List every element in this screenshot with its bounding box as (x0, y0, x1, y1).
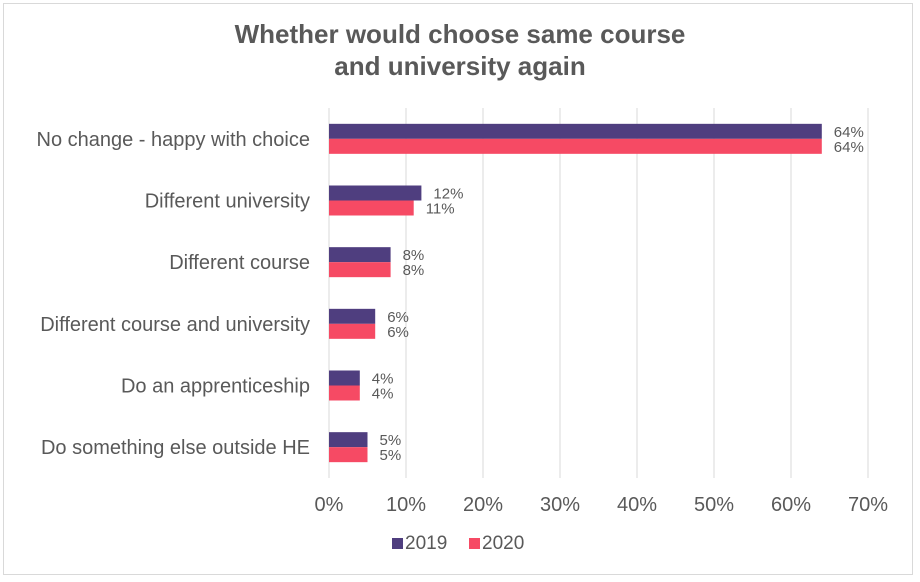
bar-2020-5 (329, 447, 368, 463)
legend: 2019 2020 (392, 533, 524, 554)
bar-2020-1 (329, 200, 414, 216)
x-tick-label-1: 10% (386, 494, 426, 516)
bar-2019-2 (329, 247, 391, 263)
bar-2020-0 (329, 138, 822, 154)
x-tick-label-2: 20% (463, 494, 503, 516)
legend-swatch-2020 (469, 538, 480, 549)
x-tick-label-5: 50% (694, 494, 734, 516)
category-labels: No change - happy with choice Different u… (37, 129, 311, 459)
data-label-2019-0: 64% (834, 124, 864, 141)
data-labels: 64%64% 12%11% 8%8% 6%6% 4%4% 5%5% (372, 124, 864, 464)
data-label-2020-5: 5% (380, 447, 402, 464)
category-label-0: No change - happy with choice (37, 129, 311, 151)
bar-2020-2 (329, 262, 391, 278)
legend-label-2020: 2020 (482, 533, 524, 554)
data-label-2019-4: 4% (372, 371, 394, 388)
data-label-2019-3: 6% (387, 309, 409, 326)
data-label-2020-4: 4% (372, 386, 394, 403)
data-label-2020-2: 8% (403, 262, 425, 279)
category-label-5: Do something else outside HE (41, 437, 310, 459)
category-label-2: Different course (169, 252, 310, 274)
bar-2019-5 (329, 432, 368, 448)
category-label-3: Different course and university (40, 314, 310, 336)
legend-swatch-2019 (392, 538, 403, 549)
data-label-2019-2: 8% (403, 247, 425, 264)
bars (329, 123, 822, 463)
x-tick-labels: 0% 10% 20% 30% 40% 50% 60% 70% (315, 494, 889, 516)
gridlines (328, 108, 869, 478)
x-tick-label-0: 0% (315, 494, 344, 516)
chart-title: Whether would choose same course and uni… (0, 18, 920, 82)
bar-2020-3 (329, 323, 376, 339)
x-tick-label-6: 60% (771, 494, 811, 516)
bar-2020-4 (329, 385, 360, 401)
bar-2019-3 (329, 308, 376, 324)
chart-title-line-1: Whether would choose same course (234, 19, 686, 49)
x-tick-label-3: 30% (540, 494, 580, 516)
x-tick-label-4: 40% (617, 494, 657, 516)
data-label-2020-0: 64% (834, 139, 864, 156)
category-label-1: Different university (145, 191, 310, 213)
bar-2019-4 (329, 370, 360, 386)
x-tick-label-7: 70% (848, 494, 888, 516)
bar-2019-0 (329, 123, 822, 139)
data-label-2020-3: 6% (387, 324, 409, 341)
data-label-2019-1: 12% (433, 186, 463, 203)
data-label-2019-5: 5% (380, 432, 402, 449)
bar-2019-1 (329, 185, 422, 201)
legend-label-2019: 2019 (405, 533, 447, 554)
category-label-4: Do an apprenticeship (121, 376, 310, 398)
chart-title-line-2: and university again (334, 51, 586, 81)
chart-frame (3, 3, 913, 575)
data-label-2020-1: 11% (426, 201, 455, 218)
